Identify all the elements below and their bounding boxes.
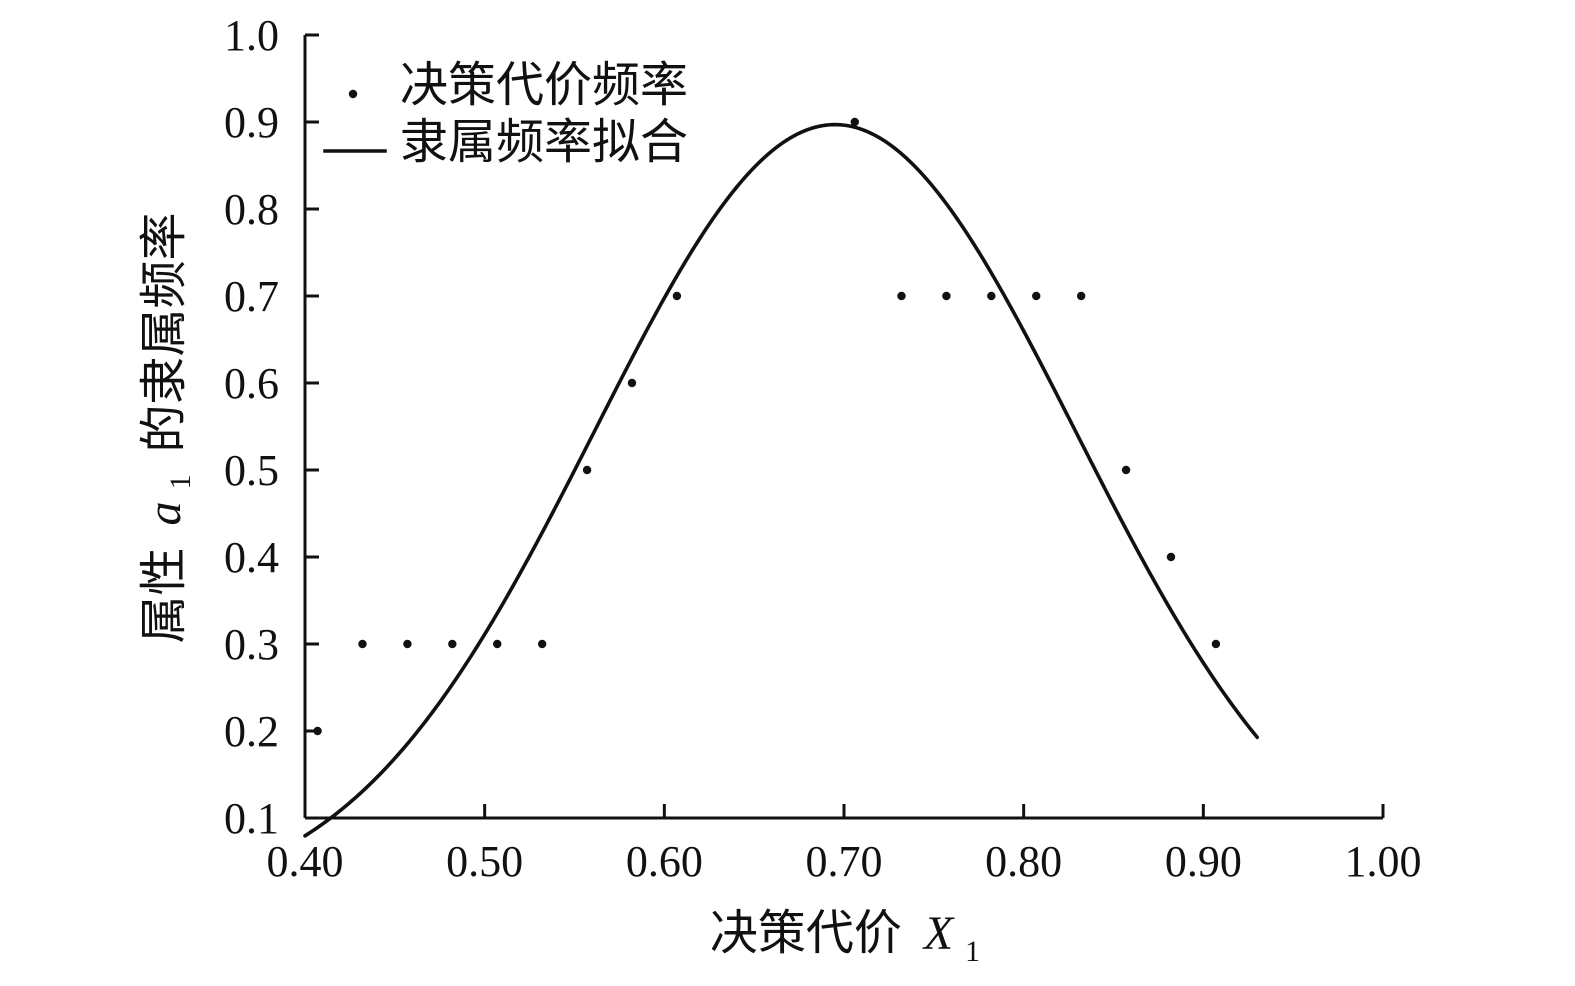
data-point-0 xyxy=(313,726,322,736)
data-point-16 xyxy=(1166,552,1176,562)
legend-point-marker xyxy=(348,89,358,99)
y-tick-label-1: 0.2 xyxy=(224,707,279,756)
data-point-12 xyxy=(987,291,996,301)
x-axis-ticks: 0.40 0.50 0.60 0.70 0.80 0.90 1.00 xyxy=(267,804,1422,886)
data-point-15 xyxy=(1121,465,1131,475)
x-tick-label-3: 0.70 xyxy=(806,837,883,886)
y-tick-label-5: 0.6 xyxy=(224,359,279,408)
y-tick-label-3: 0.4 xyxy=(224,533,279,582)
points-group xyxy=(313,117,1221,736)
data-point-6 xyxy=(582,465,592,475)
y-axis-title-symbol: a xyxy=(138,502,191,526)
y-tick-label-2: 0.3 xyxy=(224,620,279,669)
data-point-9 xyxy=(850,117,859,127)
y-axis-title-subscript: 1 xyxy=(164,475,197,490)
x-tick-label-1: 0.50 xyxy=(446,837,523,886)
data-point-8 xyxy=(672,291,682,301)
data-point-7 xyxy=(627,378,637,388)
x-tick-label-6: 1.00 xyxy=(1345,837,1422,886)
y-axis-title: 属性 a 1 的隶属频率 xyxy=(138,212,201,643)
data-point-13 xyxy=(1032,291,1041,301)
data-point-2 xyxy=(403,639,412,649)
x-tick-label-0: 0.40 xyxy=(267,837,344,886)
y-tick-label-9: 1.0 xyxy=(224,11,279,60)
data-point-4 xyxy=(493,639,502,649)
data-point-10 xyxy=(897,291,906,301)
legend-line-label: 隶属频率拟合 xyxy=(400,116,688,169)
fit-curve-group xyxy=(303,122,1260,838)
data-point-1 xyxy=(358,639,367,649)
x-axis-title-prefix: 决策代价 xyxy=(710,907,902,960)
y-tick-label-0: 0.1 xyxy=(224,794,279,843)
x-axis-title: 决策代价 X 1 xyxy=(710,907,980,968)
y-tick-label-6: 0.7 xyxy=(224,272,279,321)
x-tick-label-5: 0.90 xyxy=(1165,837,1242,886)
x-axis-title-symbol: X xyxy=(922,907,955,960)
y-axis-title-suffix: 的隶属频率 xyxy=(138,212,191,452)
y-axis-title-prefix: 属性 xyxy=(138,548,191,644)
y-tick-label-4: 0.5 xyxy=(224,446,279,495)
y-axis-ticks: 0.1 0.2 0.3 0.4 0.5 0.6 0.7 0.8 0.9 1.0 xyxy=(224,11,319,843)
legend: 决策代价频率 隶属频率拟合 xyxy=(323,59,688,169)
data-point-3 xyxy=(448,639,457,649)
legend-point-label: 决策代价频率 xyxy=(400,59,688,112)
y-tick-label-7: 0.8 xyxy=(224,185,279,234)
x-tick-label-2: 0.60 xyxy=(626,837,703,886)
x-axis-title-subscript: 1 xyxy=(965,935,980,968)
data-point-11 xyxy=(942,291,951,301)
x-tick-label-4: 0.80 xyxy=(985,837,1062,886)
data-point-5 xyxy=(537,639,547,649)
data-point-14 xyxy=(1076,291,1086,301)
fit-curve-line xyxy=(303,122,1260,838)
y-tick-label-8: 0.9 xyxy=(224,98,279,147)
data-point-17 xyxy=(1211,639,1221,649)
